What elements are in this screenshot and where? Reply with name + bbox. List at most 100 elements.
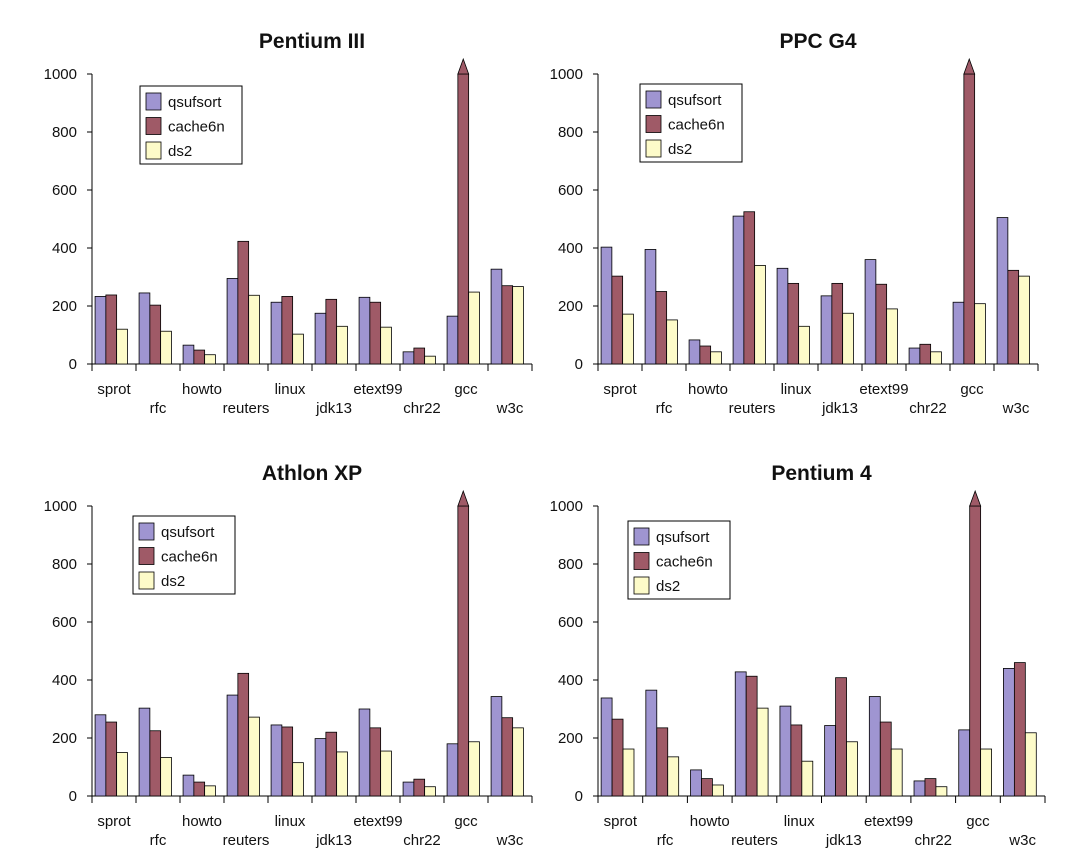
bar-cache6n [325,731,338,797]
bar-qsufsort [490,268,503,365]
y-tick-label: 400 [52,672,77,689]
x-tick-label: w3c [1008,832,1036,849]
bar-ds2 [974,303,986,365]
x-tick-label: chr22 [909,400,947,417]
chart-title: Pentium III [259,30,365,53]
legend-swatch-ds2 [138,571,155,590]
y-tick-label: 1000 [550,498,583,515]
legend-label: cache6n [668,117,725,134]
bar-cache6n [924,778,937,797]
bar-cache6n [745,675,758,797]
bar-qsufsort [734,671,747,797]
chart-panel: Athlon XP 0 200 400 600 800 1000 sprot rfc howtor… [44,462,533,849]
bar-cache6n [501,717,514,797]
y-tick-label: 800 [52,124,77,141]
bar-ds2 [424,786,436,797]
bar-qsufsort [908,347,921,365]
bar-ds2 [292,762,304,797]
x-tick-label: jdk13 [315,400,352,417]
bar-ds2 [712,784,724,797]
bar-ds2 [292,333,304,365]
bar-qsufsort [138,707,151,797]
bar-cache6n [237,672,250,797]
x-tick-label: w3c [496,400,524,417]
bar-qsufsort [182,774,195,797]
legend-label: cache6n [161,549,218,566]
legend-swatch-qsufsort [633,527,650,546]
bar-ds2 [798,325,810,365]
y-tick-label: 200 [558,298,583,315]
x-tick-label: sprot [97,813,131,830]
x-tick-label: etext99 [859,381,908,398]
bar-qsufsort [182,344,195,365]
bar-cache6n [699,345,712,365]
bar-cache6n [743,211,756,365]
bar-qsufsort [958,729,971,797]
bar-qsufsort [402,351,415,365]
legend-swatch-cache6n [138,547,155,565]
x-tick-label: rfc [656,400,673,417]
bar-cache6n [281,296,294,365]
bar-qsufsort [952,301,965,365]
bar-ds2 [380,326,392,365]
bar-ds2 [380,750,392,797]
bar-qsufsort [402,781,415,797]
y-tick-label: 800 [52,556,77,573]
x-tick-label: howto [182,813,222,830]
bar-ds2 [754,264,766,365]
legend-label: qsufsort [668,92,722,109]
bar-cache6n [787,282,800,365]
legend-label: qsufsort [656,529,710,546]
bar-ds2 [116,328,128,365]
x-tick-label: rfc [657,832,674,849]
bar-qsufsort [270,724,283,797]
chart-title: Pentium 4 [771,462,872,485]
bar-cache6n [193,349,206,365]
x-tick-label: reuters [223,832,270,849]
bar-cache6n [790,724,803,797]
bar-ds2 [248,294,260,365]
y-tick-label: 1000 [44,498,77,515]
x-tick-label: reuters [223,400,270,417]
bar-ds2 [204,785,216,797]
bar-qsufsort [446,743,459,797]
bar-qsufsort [138,292,151,365]
legend-label: qsufsort [168,94,222,111]
legend-label: ds2 [668,141,692,158]
legend-swatch-ds2 [145,141,162,160]
bar-qsufsort [644,249,657,365]
bar-cache6n [611,275,624,365]
bar-qsufsort [270,301,283,365]
legend: qsufsort cache6n ds2 [139,85,243,165]
bar-ds2 [160,330,172,365]
bar-ds2 [756,707,769,797]
bar-ds2 [160,757,172,797]
bar-qsufsort [779,705,792,797]
bar-ds2 [336,325,348,365]
legend-swatch-qsufsort [138,522,155,541]
y-tick-label: 800 [558,556,583,573]
bar-ds2 [622,313,634,365]
chart-title: PPC G4 [779,30,856,53]
bar-ds2 [468,741,480,797]
bar-cache6n [831,282,844,365]
x-tick-label: sprot [604,813,638,830]
legend-label: ds2 [168,143,192,160]
bar-cache6n [1007,269,1020,365]
bar-cache6n [369,727,382,797]
x-tick-label: linux [784,813,815,830]
bar-ds2 [248,716,260,797]
x-tick-label: jdk13 [821,400,858,417]
x-tick-label: howto [182,381,222,398]
bar-qsufsort [600,697,613,797]
x-tick-label: etext99 [864,813,913,830]
y-tick-label: 0 [575,788,583,805]
y-tick-label: 400 [558,672,583,689]
x-tick-label: gcc [960,381,984,398]
bar-cache6n [369,301,382,365]
y-tick-label: 0 [575,356,583,373]
x-tick-label: jdk13 [825,832,862,849]
x-tick-label: reuters [729,400,776,417]
bar-cache6n [413,347,426,365]
